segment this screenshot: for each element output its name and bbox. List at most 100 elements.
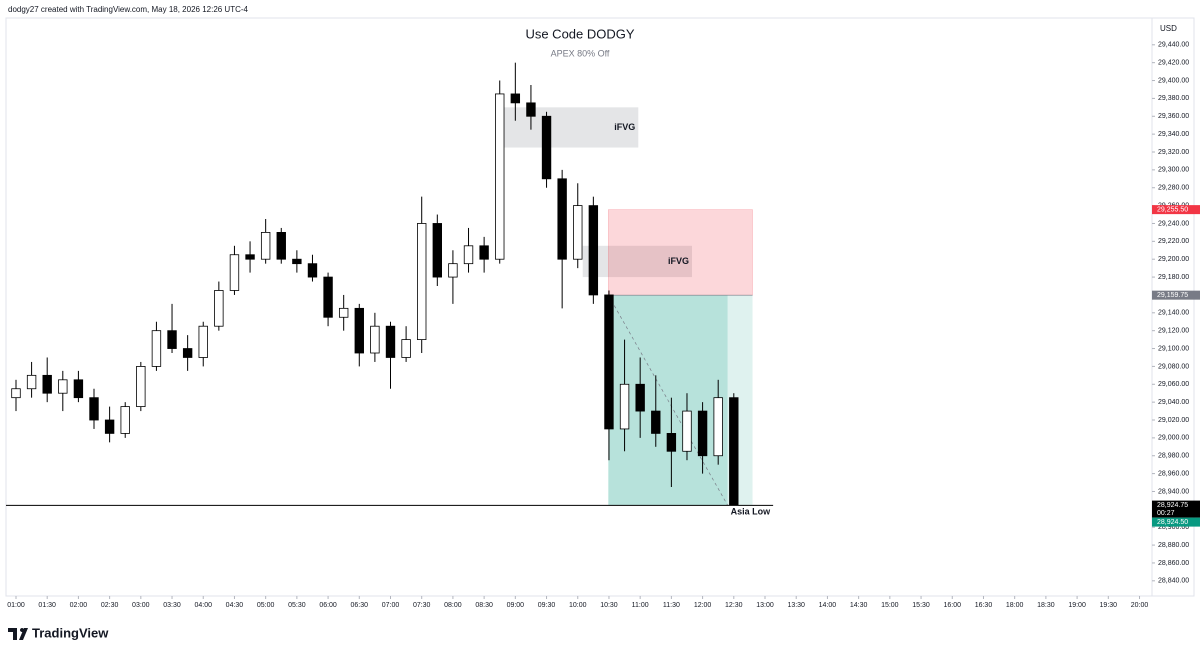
y-tick-label: 28,840.00 (1158, 578, 1189, 585)
chart-subtitle: APEX 80% Off (551, 48, 610, 58)
y-tick-label: 29,020.00 (1158, 417, 1189, 424)
price-tag-label: 28,924.50 (1157, 519, 1188, 526)
y-tick-label: 29,280.00 (1158, 185, 1189, 192)
candle-body (619, 383, 630, 430)
candle-body (214, 290, 224, 327)
y-tick-label: 29,040.00 (1158, 399, 1189, 406)
x-tick-label: 19:30 (1100, 602, 1118, 609)
y-tick-label: 29,380.00 (1158, 95, 1189, 102)
candle-body (557, 178, 567, 260)
x-tick-label: 09:00 (507, 602, 525, 609)
x-tick-label: 08:00 (444, 602, 462, 609)
x-tick-label: 05:00 (257, 602, 275, 609)
y-tick-label: 29,180.00 (1158, 274, 1189, 281)
candle-body (307, 263, 318, 278)
candle-body (448, 263, 458, 278)
candle-body (198, 325, 208, 358)
x-tick-label: 08:30 (475, 602, 493, 609)
y-tick-label: 29,200.00 (1158, 256, 1189, 263)
y-tick-label: 29,340.00 (1158, 131, 1189, 138)
x-tick-label: 14:30 (850, 602, 868, 609)
x-tick-label: 11:30 (663, 602, 680, 609)
y-tick-label: 29,060.00 (1158, 381, 1189, 388)
candle-body (729, 397, 739, 506)
x-tick-label: 02:30 (101, 602, 119, 609)
candle-body (26, 374, 37, 390)
price-tag-label: 28,924.75 (1157, 502, 1188, 509)
trade-path (608, 294, 728, 506)
candle-body (182, 348, 193, 358)
x-tick-label: 19:00 (1068, 602, 1086, 609)
x-tick-label: 16:30 (975, 602, 993, 609)
fvg-label: iFVG (668, 256, 689, 266)
candle-body (323, 276, 333, 318)
y-tick-label: 29,440.00 (1158, 42, 1189, 49)
candle-body (417, 223, 427, 341)
y-tick-label: 29,400.00 (1158, 77, 1189, 84)
y-tick-label: 29,080.00 (1158, 363, 1189, 370)
x-tick-label: 12:30 (725, 602, 743, 609)
x-tick-label: 10:30 (600, 602, 618, 609)
candle-body (11, 388, 21, 399)
candle-body (292, 258, 302, 265)
candle-body (479, 245, 489, 260)
y-tick-label: 28,960.00 (1158, 470, 1189, 477)
candle-body (666, 433, 677, 452)
x-tick-label: 04:00 (194, 602, 212, 609)
candle-body (58, 379, 68, 394)
target-zone (608, 295, 753, 506)
candle-body (495, 93, 505, 260)
candle-body (338, 307, 349, 318)
fvg-zone (582, 245, 692, 278)
x-tick-label: 14:00 (819, 602, 837, 609)
candle-body (276, 232, 286, 260)
y-tick-label: 28,880.00 (1158, 542, 1189, 549)
candle-body (89, 397, 99, 421)
price-tag (1152, 517, 1200, 527)
price-tag-label: 29,255.50 (1157, 206, 1188, 213)
price-tag-label: 29,159.75 (1157, 292, 1188, 299)
candle-body (635, 383, 645, 412)
candle-body (682, 410, 692, 452)
x-tick-label: 13:00 (756, 602, 774, 609)
chart-title: Use Code DODGY (525, 26, 634, 41)
candle-body (167, 330, 177, 349)
price-tag (1152, 500, 1200, 518)
candle-body (73, 379, 84, 399)
x-tick-label: 16:00 (943, 602, 961, 609)
candle-body (541, 115, 552, 180)
header: dodgy27 created with TradingView.com, Ma… (8, 5, 249, 14)
frame (5, 17, 1195, 597)
y-tick-label: 29,320.00 (1158, 149, 1189, 156)
logo (8, 628, 28, 640)
fvg-zone (499, 107, 639, 148)
plot (6, 62, 774, 506)
x-tick-label: 09:30 (538, 602, 556, 609)
candle-body (651, 410, 661, 434)
x-tick-label: 02:00 (70, 602, 88, 609)
level-label: Asia Low (731, 507, 772, 517)
candle-body (510, 93, 521, 104)
candle-body (604, 294, 614, 430)
x-tick-label: 06:00 (319, 602, 337, 609)
y-tick-label: 29,120.00 (1158, 328, 1189, 335)
candle-body (354, 307, 364, 354)
y-tick-label: 29,100.00 (1158, 345, 1189, 352)
x-tick-label: 07:30 (413, 602, 431, 609)
x-tick-label: 01:00 (7, 602, 25, 609)
candle-body (385, 325, 396, 358)
x-tick-label: 05:30 (288, 602, 306, 609)
candle-body (463, 245, 474, 265)
candle-body (573, 205, 583, 260)
candle-body (245, 254, 255, 260)
fvg-label: iFVG (614, 122, 635, 132)
x-tick-label: 18:30 (1037, 602, 1055, 609)
candle-body (526, 102, 536, 117)
candle-body (401, 339, 411, 358)
candle-body (151, 330, 162, 367)
footer-brand: TradingView (32, 625, 109, 640)
x-tick-label: 18:00 (1006, 602, 1024, 609)
x-tick-label: 03:30 (163, 602, 181, 609)
